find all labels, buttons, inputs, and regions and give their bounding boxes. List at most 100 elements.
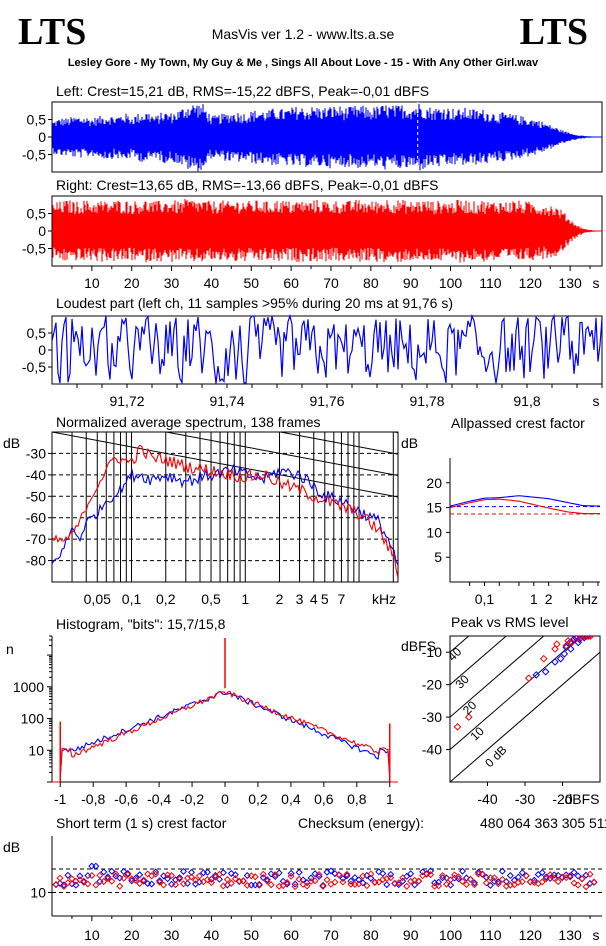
- short-term-left-point: [379, 869, 387, 878]
- short-term-left-point: [355, 876, 363, 884]
- crest-diagonal-label: 10: [467, 724, 487, 744]
- short-term-right-point: [498, 875, 506, 883]
- right-waveform-title: Right: Crest=13,65 dB, RMS=-13,66 dBFS, …: [56, 177, 438, 193]
- short-term-right-point: [323, 876, 331, 884]
- allpassed-ytick-label: 15: [426, 500, 442, 516]
- short-term-left-point: [343, 872, 351, 880]
- short-term-xtick-label: 40: [204, 927, 220, 943]
- spectrum-xtick-label: 0,1: [122, 591, 142, 607]
- short-term-right-point: [108, 877, 116, 885]
- allpassed-left-line: [449, 495, 600, 507]
- short-term-right-point: [191, 876, 200, 884]
- loudest-part-xtick-label: 91,76: [309, 393, 344, 409]
- loudest-part-xtick-label: 91,8: [513, 393, 540, 409]
- short-term-right-point: [84, 880, 92, 888]
- spectrum-slope-line: [52, 432, 398, 498]
- short-term-right-point: [132, 876, 140, 884]
- short-term-right-point: [482, 879, 490, 887]
- loudest-part-ytick-label: -0,5: [22, 359, 46, 375]
- right-waveform-xtick-label: 10: [84, 275, 100, 291]
- short-term-right-point: [554, 878, 562, 886]
- peak-rms-right-point: [539, 654, 548, 663]
- short-term-right-point: [68, 875, 76, 883]
- histogram-left-line: [52, 690, 398, 783]
- right-waveform-chart: Right: Crest=13,65 dB, RMS=-13,66 dBFS, …: [22, 177, 603, 291]
- short-term-right-point: [195, 872, 203, 880]
- peak-rms-left-point: [556, 654, 565, 663]
- short-term-right-point: [399, 874, 407, 882]
- short-term-right-point: [60, 882, 68, 891]
- short-term-xtick-label: 100: [439, 927, 463, 943]
- crest-diagonal-label: 30: [452, 672, 472, 692]
- short-term-right-point: [279, 882, 287, 890]
- short-term-right-point: [116, 882, 124, 890]
- short-term-right-point: [140, 876, 148, 884]
- allpassed-xtick-label: 2: [545, 591, 553, 607]
- short-term-left-point: [124, 869, 132, 877]
- short-term-left-point: [100, 868, 108, 876]
- peak-rms-left-point: [560, 650, 569, 658]
- short-term-left-point: [179, 867, 188, 875]
- short-term-right-point: [490, 874, 498, 882]
- short-term-left-point: [271, 872, 279, 881]
- short-term-right-point: [319, 882, 327, 890]
- histogram-xtick-label: -0,6: [114, 791, 138, 807]
- short-term-right-point: [494, 880, 502, 888]
- short-term-right-point: [52, 880, 60, 888]
- short-term-right-point: [112, 870, 120, 878]
- histogram-xtick-label: -0,8: [81, 791, 105, 807]
- short-term-right-point: [363, 882, 371, 890]
- short-term-right-point: [187, 873, 196, 881]
- crest-diagonal: [450, 636, 583, 751]
- short-term-left-point: [168, 880, 176, 888]
- spectrum-ytick-label: -70: [26, 531, 46, 547]
- spectrum-xtick-label: 3: [296, 591, 304, 607]
- loudest-part-xtick-label: 91,72: [109, 393, 144, 409]
- short-term-left-point: [494, 878, 502, 886]
- short-term-right-point: [454, 873, 463, 881]
- peak-rms-right-point: [564, 637, 572, 645]
- short-term-right-point: [387, 874, 395, 882]
- crest-diagonal: [450, 636, 545, 718]
- short-term-left-point: [570, 868, 578, 876]
- short-term-left-point: [275, 869, 283, 877]
- right-waveform-xtick-label: 120: [519, 275, 543, 291]
- short-term-right-point: [207, 879, 215, 887]
- loudest-part-title: Loudest part (left ch, 11 samples >95% d…: [56, 295, 453, 311]
- short-term-right-point: [239, 877, 247, 885]
- short-term-right-point: [538, 878, 546, 886]
- allpassed-title: Allpassed crest factor: [451, 415, 585, 431]
- short-term-right-point: [462, 880, 471, 889]
- left-waveform-ytick-label: -0,5: [22, 147, 46, 163]
- short-term-right-point: [478, 870, 486, 879]
- short-term-right-point: [64, 879, 72, 887]
- short-term-left-point: [64, 871, 72, 879]
- short-term-right-point: [243, 881, 251, 889]
- right-waveform-xtick-label: 60: [283, 275, 299, 291]
- short-term-right-point: [570, 879, 578, 887]
- short-term-right-point: [466, 875, 475, 883]
- histogram-ytick-label: 100: [21, 711, 45, 727]
- allpassed-right-line: [449, 498, 600, 515]
- short-term-xtick-label: 50: [243, 927, 259, 943]
- short-term-right-point: [550, 874, 558, 882]
- short-term-left-point: [164, 875, 172, 883]
- histogram-ylabel: n: [6, 641, 14, 657]
- peak-rms-xtick-label: -30: [515, 791, 535, 807]
- peak-rms-left-point: [541, 667, 550, 676]
- short-term-right-point: [152, 870, 160, 878]
- short-term-right-point: [100, 878, 108, 886]
- average-spectrum-chart: Normalized average spectrum, 138 frames d…: [3, 414, 399, 607]
- short-term-right-point: [227, 879, 235, 887]
- loudest-part-xunit: s: [593, 393, 600, 409]
- histogram-xtick-label: -1: [54, 791, 67, 807]
- short-term-right-point: [355, 880, 363, 888]
- short-term-right-point: [347, 880, 355, 888]
- short-term-right-point: [291, 883, 299, 891]
- short-term-right-point: [518, 878, 526, 886]
- short-term-right-point: [223, 876, 231, 884]
- left-waveform-title: Left: Crest=15,21 dB, RMS=-15,22 dBFS, P…: [56, 83, 429, 99]
- short-term-left-point: [176, 874, 184, 882]
- short-term-right-point: [359, 872, 367, 880]
